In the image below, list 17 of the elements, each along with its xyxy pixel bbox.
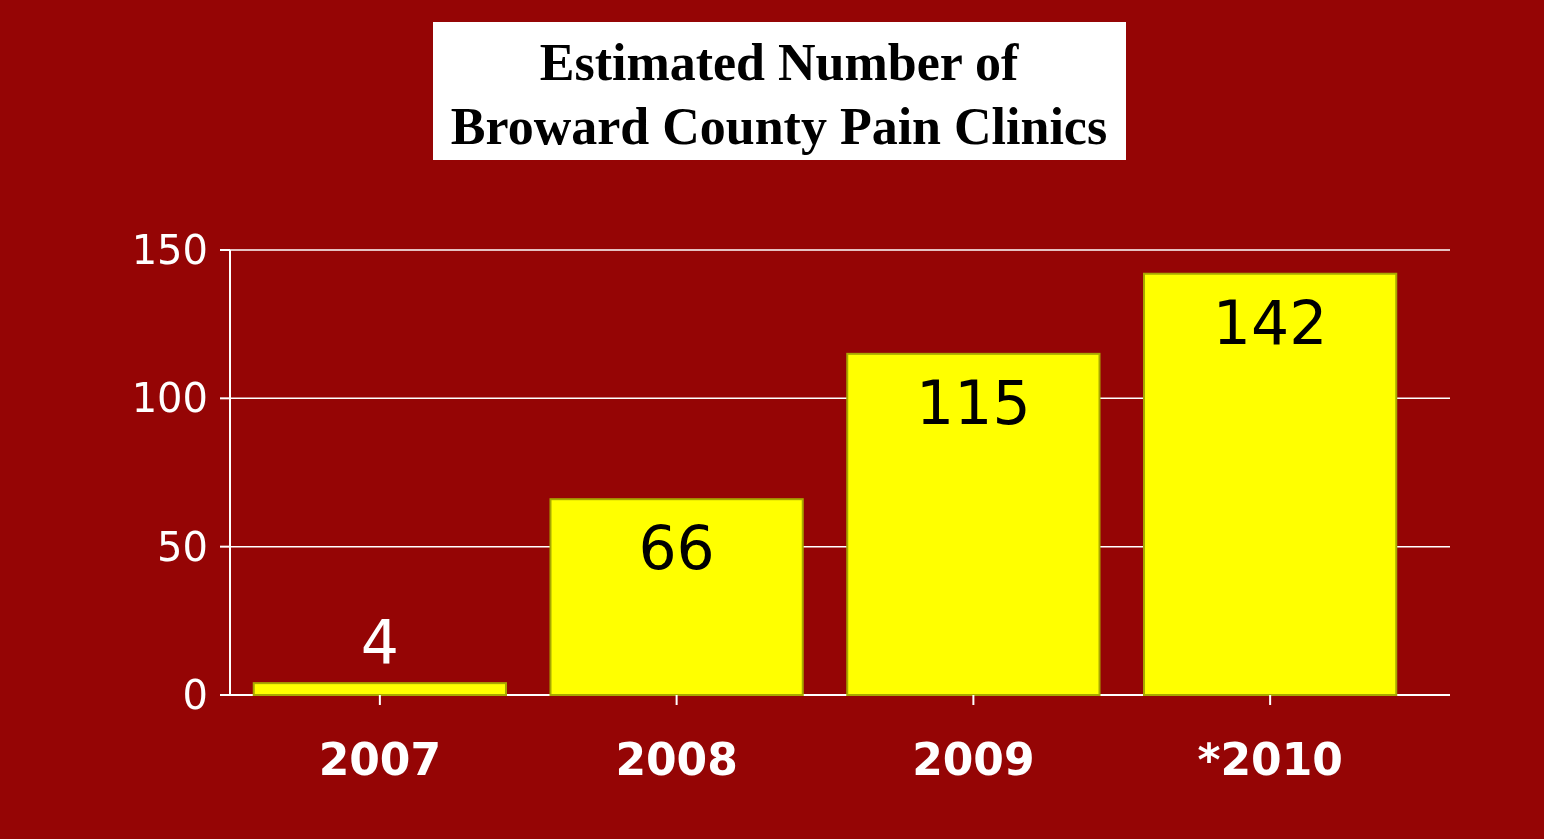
x-tick-label: 2007: [318, 734, 442, 785]
x-tick-label: 2009: [912, 734, 1035, 785]
data-label: 142: [1212, 287, 1328, 358]
bar: [846, 352, 1101, 696]
bar: [1143, 272, 1398, 696]
data-label: 4: [360, 607, 399, 678]
y-tick-label: 150: [131, 227, 208, 273]
y-tick-label: 0: [182, 672, 208, 718]
y-tick-label: 50: [157, 523, 208, 570]
data-label: 115: [916, 367, 1031, 438]
data-label: 66: [638, 513, 715, 584]
bar: [252, 682, 507, 696]
bar: [549, 498, 804, 696]
x-tick-label: 2008: [615, 734, 738, 785]
chart-title: Estimated Number of Broward County Pain Clinics: [450, 34, 1108, 155]
y-tick-label: 100: [131, 375, 208, 422]
x-tick-label: *2010: [1197, 734, 1343, 785]
